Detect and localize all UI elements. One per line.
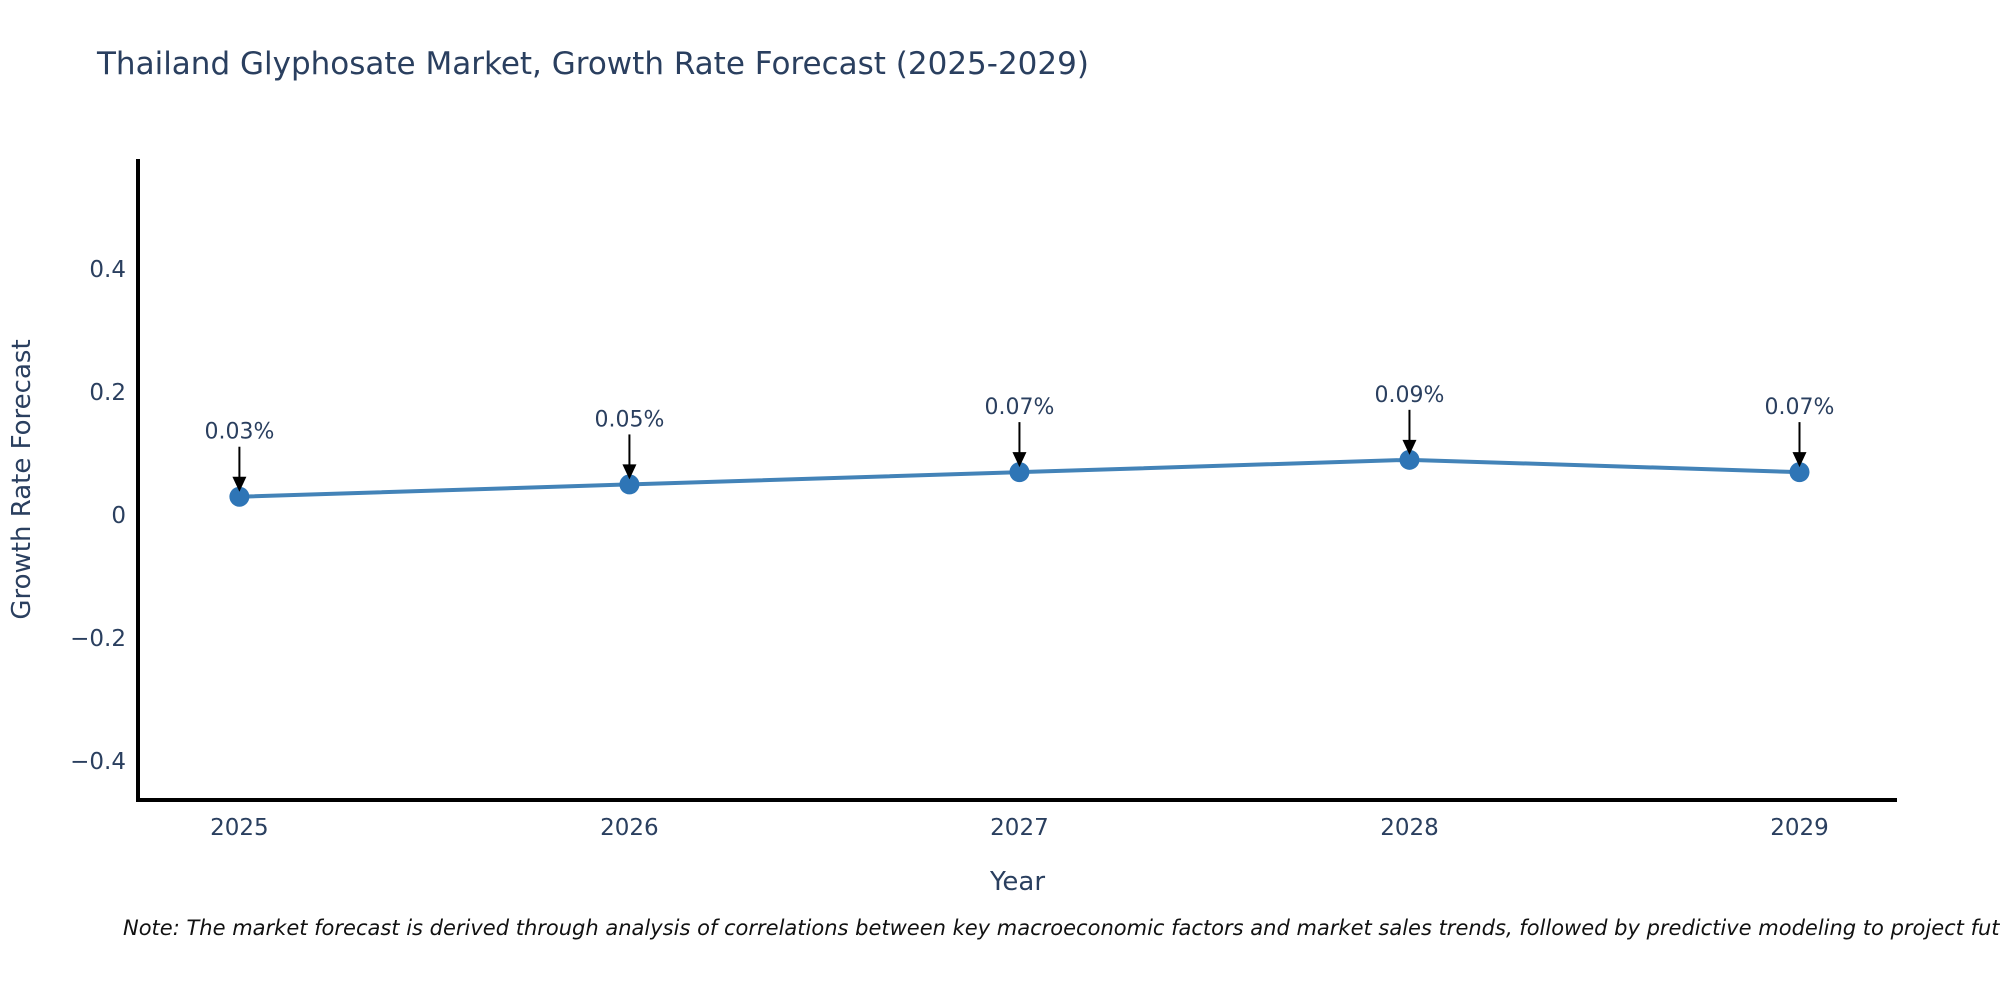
y-axis-title: Growth Rate Forecast — [7, 339, 37, 619]
annotation-arrowhead — [1402, 439, 1417, 455]
data-point-label: 0.05% — [594, 407, 664, 432]
chart-note: Note: The market forecast is derived thr… — [123, 916, 2000, 940]
data-point — [1009, 462, 1030, 483]
x-tick-label: 2027 — [990, 815, 1049, 841]
y-tick-label: 0.2 — [89, 380, 126, 406]
data-point — [619, 474, 640, 495]
y-tick-label: 0 — [111, 503, 126, 529]
data-point-label: 0.09% — [1375, 383, 1445, 408]
y-tick-label: −0.2 — [70, 626, 126, 652]
data-point — [229, 486, 250, 507]
annotation-arrowhead — [1012, 452, 1027, 468]
x-tick-label: 2026 — [600, 815, 659, 841]
data-point-label: 0.03% — [204, 420, 274, 445]
data-point — [1789, 462, 1810, 483]
y-tick-label: 0.4 — [89, 257, 126, 283]
data-point-label: 0.07% — [985, 395, 1055, 420]
data-point — [1399, 449, 1420, 470]
data-point-label: 0.07% — [1765, 395, 1835, 420]
x-tick-label: 2029 — [1770, 815, 1829, 841]
x-tick-label: 2025 — [210, 815, 269, 841]
annotation-arrowhead — [232, 476, 247, 492]
axis-lines — [136, 159, 1897, 802]
x-tick-label: 2028 — [1380, 815, 1439, 841]
y-tick-label: −0.4 — [70, 749, 126, 775]
x-axis-title: Year — [989, 867, 1045, 897]
annotation-arrowhead — [622, 464, 637, 480]
chart-title: Thailand Glyphosate Market, Growth Rate … — [97, 46, 1089, 82]
annotation-arrowhead — [1792, 452, 1807, 468]
